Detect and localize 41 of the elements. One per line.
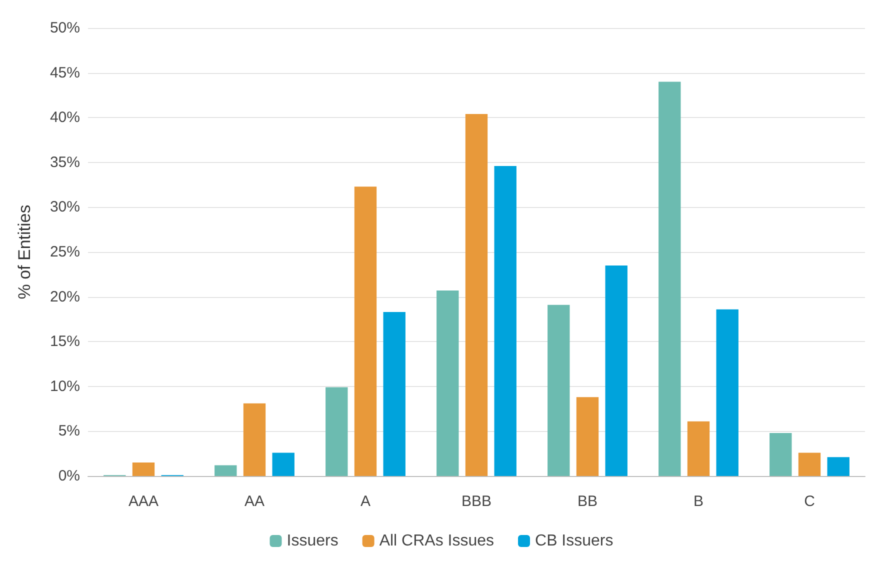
- bar: [465, 114, 488, 476]
- y-axis-title: % of Entities: [15, 204, 34, 300]
- bar: [214, 465, 237, 476]
- y-tick-label: 30%: [50, 198, 80, 216]
- x-tick-label: AA: [244, 493, 265, 510]
- legend-label: All CRAs Issues: [379, 532, 494, 550]
- y-tick-label: 15%: [50, 333, 80, 350]
- bar: [132, 462, 155, 476]
- x-tick-label: AAA: [128, 493, 159, 510]
- bar: [354, 186, 377, 476]
- y-tick-label: 10%: [50, 378, 80, 395]
- bar: [272, 452, 294, 476]
- bar: [576, 397, 599, 476]
- bar: [687, 421, 710, 476]
- x-tick-label: BBB: [461, 493, 492, 510]
- legend-label: Issuers: [286, 532, 338, 550]
- bar: [494, 166, 516, 476]
- bar: [243, 403, 266, 476]
- x-tick-label: B: [693, 493, 704, 510]
- x-tick-label: BB: [577, 493, 598, 510]
- bar: [770, 432, 792, 476]
- y-tick-label: 40%: [50, 109, 80, 126]
- bar: [436, 290, 459, 476]
- y-tick-label: 35%: [50, 154, 80, 171]
- y-tick-label: 5%: [58, 422, 80, 440]
- bar: [658, 82, 681, 476]
- y-tick-label: 25%: [50, 244, 80, 260]
- bar: [383, 312, 406, 476]
- bar: [827, 457, 850, 476]
- y-tick-label: 50%: [50, 20, 80, 36]
- y-tick-label: 0%: [58, 468, 80, 484]
- x-tick-label: A: [360, 493, 371, 510]
- x-tick-label: C: [804, 493, 816, 510]
- bar: [605, 265, 628, 476]
- legend-label: CB Issuers: [535, 532, 614, 550]
- bar: [326, 387, 348, 476]
- bar: [548, 304, 570, 476]
- y-tick-label: 20%: [50, 288, 80, 306]
- y-tick-label: 45%: [50, 64, 80, 82]
- bar: [798, 452, 821, 476]
- bar: [716, 309, 738, 476]
